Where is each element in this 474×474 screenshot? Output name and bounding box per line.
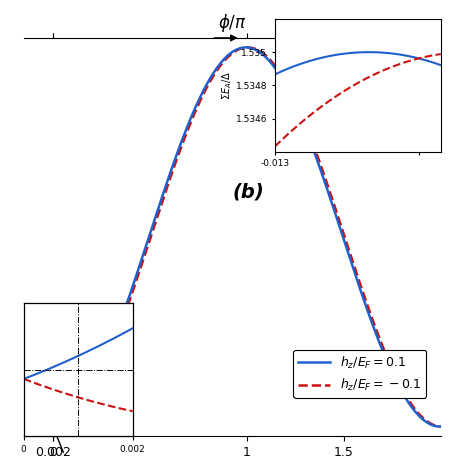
$h_z/E_F = -0.1$ (435, 423, 440, 429)
$h_z/E_F = -0.1$ (245, 45, 250, 50)
$h_z/E_F = -0.1$ (438, 424, 444, 429)
$h_z/E_F = 0.1$ (435, 424, 440, 429)
$h_z/E_F = 0.1$ (208, 74, 213, 80)
Legend: $h_z/E_F = 0.1$, $h_z/E_F = -0.1$: $h_z/E_F = 0.1$, $h_z/E_F = -0.1$ (293, 349, 426, 398)
$h_z/E_F = -0.1$ (178, 145, 184, 151)
$h_z/E_F = 0.1$ (122, 306, 128, 311)
X-axis label: $\phi/\pi$: $\phi/\pi$ (218, 11, 246, 34)
$h_z/E_F = -0.1$ (208, 78, 213, 83)
$h_z/E_F = -0.1$ (51, 424, 56, 429)
$h_z/E_F = -0.1$ (118, 323, 123, 328)
$h_z/E_F = 0.1$ (243, 45, 249, 50)
Y-axis label: $\Sigma E_A/\Delta$: $\Sigma E_A/\Delta$ (220, 71, 234, 100)
$h_z/E_F = 0.1$ (178, 140, 184, 146)
$h_z/E_F = 0.1$ (21, 404, 27, 410)
$h_z/E_F = 0.1$ (120, 312, 126, 318)
$h_z/E_F = -0.1$ (122, 311, 128, 317)
Text: (b): (b) (232, 182, 264, 201)
$h_z/E_F = -0.1$ (21, 402, 27, 408)
$h_z/E_F = 0.1$ (49, 424, 55, 429)
Line: $h_z/E_F = -0.1$: $h_z/E_F = -0.1$ (24, 47, 441, 427)
Line: $h_z/E_F = 0.1$: $h_z/E_F = 0.1$ (24, 47, 441, 427)
$h_z/E_F = 0.1$ (438, 424, 444, 429)
$h_z/E_F = -0.1$ (120, 317, 126, 322)
$h_z/E_F = 0.1$ (118, 318, 123, 324)
